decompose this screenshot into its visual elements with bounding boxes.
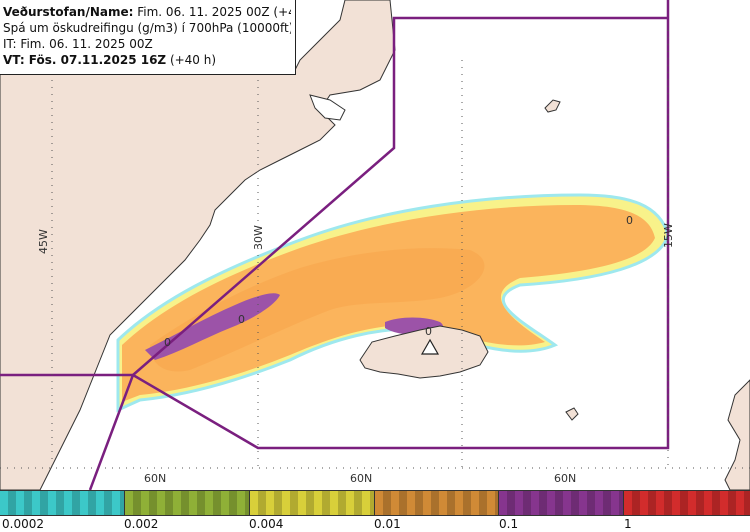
header-line-4: VT: Fös. 07.11.2025 16Z (+40 h) (3, 52, 291, 68)
legend-swatch-2 (250, 491, 375, 515)
legend-swatch-5 (624, 491, 750, 515)
map-svg: 45W 30W 15W 60N 60N 60N 0 0 0 0 (0, 0, 750, 491)
contour-label: 0 (425, 325, 432, 338)
legend-bar (0, 490, 750, 516)
legend-label-1: 0.002 (124, 517, 159, 531)
forecast-info-box: Veðurstofan/Name: Fim. 06. 11. 2025 00Z … (0, 0, 296, 75)
ash-plume-high-west (145, 293, 280, 360)
volcano-triangle-icon (420, 338, 440, 355)
run-time: Fim. 06. 11. 2025 00Z (+40 h) (137, 5, 291, 19)
greenland-landmass (0, 0, 396, 491)
contour-label: 0 (238, 313, 245, 326)
lon-label-45w: 45W (37, 229, 50, 254)
legend-label-0: 0.0002 (2, 517, 44, 531)
contour-label: 0 (164, 336, 171, 349)
header-line-2: Spá um öskudreifingu (g/m3) í 700hPa (10… (3, 21, 291, 35)
legend-swatch-0 (0, 491, 125, 515)
legend-label-3: 0.01 (374, 517, 401, 531)
valid-time: VT: Fös. 07.11.2025 16Z (3, 53, 167, 67)
legend-label-4: 0.1 (499, 517, 519, 531)
lon-label-30w: 30W (252, 225, 265, 250)
legend-swatch-4 (499, 491, 624, 515)
fir-boundary (0, 0, 670, 491)
legend-swatch-3 (375, 491, 499, 515)
lat-label-60n-2: 60N (350, 472, 372, 485)
lat-label-60n-3: 60N (554, 472, 576, 485)
ash-plume-mid (150, 248, 485, 372)
legend-swatch-1 (125, 491, 250, 515)
lon-label-15w: 15W (662, 223, 675, 248)
legend-label-2: 0.004 (249, 517, 284, 531)
contour-label: 0 (626, 214, 633, 227)
header-line-3: IT: Fim. 06. 11. 2025 00Z (3, 37, 153, 51)
map-canvas: 45W 30W 15W 60N 60N 60N 0 0 0 0 (0, 0, 750, 491)
lat-label-60n-1: 60N (144, 472, 166, 485)
header-line-1: Veðurstofan/Name: Fim. 06. 11. 2025 00Z … (3, 4, 291, 20)
ash-plume-low (122, 205, 655, 402)
jan-mayen-island (544, 99, 561, 113)
norway-coast (724, 379, 750, 491)
greenland-fjord (309, 94, 346, 121)
faroe-islands (565, 407, 579, 421)
valid-offset: (+40 h) (166, 53, 217, 67)
provider-label: Veðurstofan/Name: (3, 5, 134, 19)
legend-label-5: 1 (624, 517, 632, 531)
color-legend: 0.0002 0.002 0.004 0.01 0.1 1 (0, 490, 750, 532)
